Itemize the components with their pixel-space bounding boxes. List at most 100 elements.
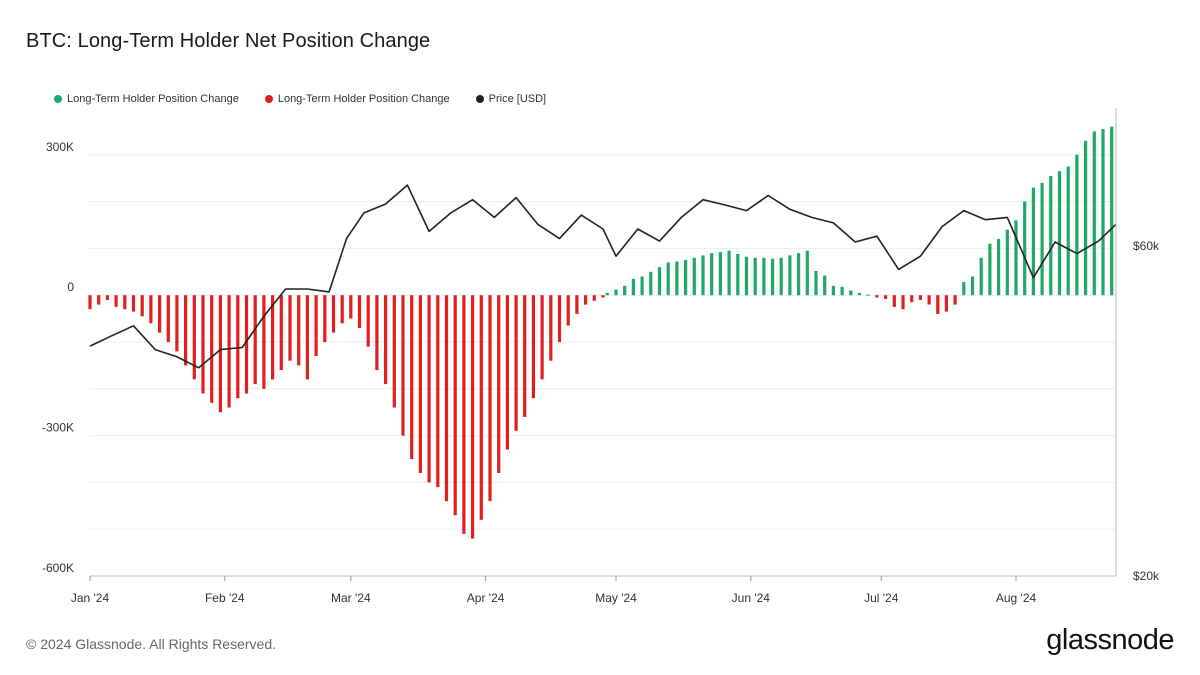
bar-positive bbox=[675, 261, 679, 296]
bar-negative bbox=[936, 295, 940, 314]
bar-negative bbox=[592, 295, 596, 301]
bar-negative bbox=[140, 295, 144, 317]
legend-dot-negative bbox=[264, 95, 273, 103]
x-tick-label: Aug '24 bbox=[996, 591, 1037, 605]
bar-positive bbox=[1057, 171, 1062, 296]
bar-negative bbox=[884, 295, 888, 299]
bar-positive bbox=[1066, 166, 1070, 296]
x-tick-label: May '24 bbox=[595, 591, 637, 605]
bar-positive bbox=[814, 270, 818, 296]
bar-negative bbox=[892, 295, 896, 307]
bar-negative bbox=[875, 295, 879, 298]
price-line bbox=[89, 184, 1117, 369]
x-tick-label: Jan '24 bbox=[71, 591, 110, 605]
legend-item-negative[interactable]: Long-Term Holder Position Change bbox=[264, 93, 450, 105]
bar-positive bbox=[631, 278, 635, 296]
bar-negative bbox=[901, 295, 905, 310]
bar-negative bbox=[953, 295, 957, 305]
bar-positive bbox=[684, 260, 688, 296]
bar-negative bbox=[601, 295, 605, 298]
bar-positive bbox=[1005, 229, 1009, 296]
bar-positive bbox=[857, 292, 862, 296]
bar-positive bbox=[970, 276, 975, 296]
bar-negative bbox=[505, 295, 509, 450]
bar-positive bbox=[779, 257, 783, 296]
bar-negative bbox=[97, 295, 101, 305]
bar-positive bbox=[1084, 140, 1088, 296]
bar-negative bbox=[210, 295, 214, 403]
legend-dot-positive bbox=[54, 95, 62, 103]
bar-negative bbox=[462, 295, 466, 534]
x-tick-label: Mar '24 bbox=[331, 591, 371, 605]
bar-positive bbox=[1110, 126, 1114, 296]
bar-negative bbox=[175, 295, 179, 352]
bar-positive bbox=[1031, 187, 1035, 296]
bar-positive bbox=[649, 271, 653, 296]
bar-positive bbox=[988, 243, 992, 296]
bar-positive bbox=[692, 257, 696, 296]
bar-negative bbox=[218, 295, 222, 413]
bar-positive bbox=[979, 257, 983, 296]
y-left-tick-label: 300K bbox=[46, 140, 74, 154]
bar-negative bbox=[123, 295, 127, 310]
bar-negative bbox=[262, 295, 266, 389]
bar-positive bbox=[727, 250, 731, 296]
bar-negative bbox=[201, 295, 205, 394]
bar-negative bbox=[340, 295, 344, 324]
legend-item-positive[interactable]: Long-Term Holder Position Change bbox=[54, 93, 239, 105]
bar-negative bbox=[557, 295, 562, 342]
bar-negative bbox=[392, 295, 396, 408]
axes: 300K 0 -300K -600K $60k $20k Jan '24 Feb '24 Mar… bbox=[42, 108, 1160, 605]
bar-negative bbox=[584, 295, 588, 305]
bar-negative bbox=[105, 295, 109, 300]
bar-negative bbox=[944, 295, 948, 312]
legend-item-price[interactable]: Price [USD] bbox=[475, 93, 547, 105]
bar-negative bbox=[184, 295, 188, 366]
chart-legend: Long-Term Holder Position Change Long-Te… bbox=[54, 93, 546, 105]
bar-negative bbox=[244, 295, 249, 394]
bar-positive bbox=[840, 286, 844, 296]
bar-positive bbox=[1092, 131, 1096, 296]
bar-positive bbox=[788, 255, 792, 296]
bar-positive bbox=[1023, 201, 1027, 296]
bar-negative bbox=[918, 295, 922, 300]
legend-label-price: Price [USD] bbox=[488, 93, 547, 105]
bar-positive bbox=[1075, 154, 1079, 296]
bar-positive bbox=[962, 282, 966, 296]
bar-negative bbox=[531, 295, 535, 399]
bar-positive bbox=[831, 285, 835, 296]
y-left-tick-label: -600K bbox=[42, 561, 74, 575]
bar-negative bbox=[88, 295, 92, 310]
bar-positive bbox=[710, 253, 714, 296]
chart-title: BTC: Long-Term Holder Net Position Chang… bbox=[26, 30, 431, 52]
bar-positive bbox=[623, 285, 627, 296]
bar-negative bbox=[114, 295, 118, 307]
bar-positive bbox=[736, 254, 740, 296]
bar-positive bbox=[805, 250, 809, 296]
bar-positive bbox=[1101, 129, 1105, 296]
bar-negative bbox=[331, 295, 336, 333]
bar-negative bbox=[436, 295, 440, 488]
bar-negative bbox=[471, 295, 475, 539]
legend-label-negative: Long-Term Holder Position Change bbox=[277, 93, 450, 105]
bar-positive bbox=[1049, 175, 1053, 296]
bar-negative bbox=[349, 295, 353, 319]
bar-negative bbox=[236, 295, 240, 399]
bar-negative bbox=[131, 295, 136, 312]
bar-negative bbox=[566, 295, 570, 326]
bar-positive bbox=[997, 239, 1001, 296]
bar-negative bbox=[488, 295, 492, 502]
y-right-tick-label: $20k bbox=[1133, 569, 1160, 583]
bar-positive bbox=[1014, 220, 1018, 296]
price-series bbox=[89, 184, 1117, 369]
bar-positive bbox=[640, 276, 644, 296]
copyright-text: © 2024 Glassnode. All Rights Reserved. bbox=[26, 636, 277, 652]
y-left-tick-label: -300K bbox=[42, 421, 74, 435]
bar-negative bbox=[253, 295, 257, 385]
y-left-tick-label: 0 bbox=[67, 280, 74, 294]
bar-positive bbox=[762, 257, 766, 296]
bar-positive bbox=[797, 253, 801, 296]
bar-negative bbox=[479, 295, 483, 520]
bar-negative bbox=[305, 295, 309, 380]
